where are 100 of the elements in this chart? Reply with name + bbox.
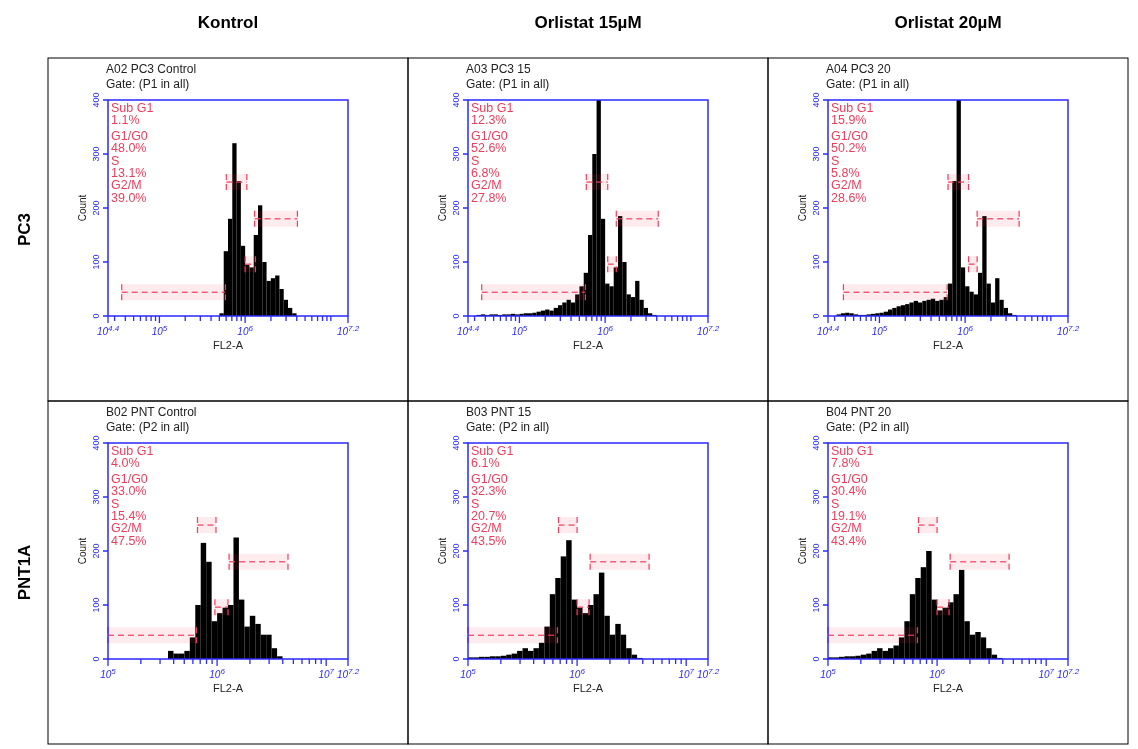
x-axis-title: FL2-A [573, 682, 604, 694]
y-tick-label: 300 [451, 489, 461, 505]
y-tick-label: 400 [91, 92, 101, 108]
y-tick-label: 400 [451, 435, 461, 451]
y-axis-title: Count [797, 194, 808, 222]
y-tick-label: 0 [91, 313, 101, 319]
annotation: 6.1% [471, 456, 500, 471]
chart-title: B04 PNT 20 [826, 405, 892, 419]
annotation: 5.8% [831, 166, 860, 180]
annotation: 4.0% [111, 456, 140, 471]
annotation: 7.8% [831, 456, 860, 471]
x-tick-label: 10$^{5}$ [151, 323, 168, 337]
y-tick-label: 400 [91, 435, 101, 451]
y-tick-label: 0 [811, 313, 821, 319]
annotation: Sub G1 [471, 101, 514, 115]
y-tick-label: 0 [811, 656, 821, 662]
y-axis-title: Count [437, 537, 448, 565]
chart-subtitle: Gate: (P2 in all) [466, 420, 550, 434]
x-axis-title: FL2-A [213, 339, 244, 351]
x-tick-label: 10$^{7.2}$ [696, 666, 720, 680]
annotation: S [831, 153, 840, 168]
y-tick-label: 300 [451, 146, 461, 162]
x-tick-label: 10$^{6}$ [597, 323, 614, 337]
x-axis-title: FL2-A [213, 682, 244, 694]
x-tick-label: 10$^{7.2}$ [1056, 323, 1080, 337]
chart-title: B03 PNT 15 [466, 405, 532, 419]
x-tick-label: 10$^{6}$ [957, 323, 974, 337]
annotation: 47.5% [111, 533, 147, 548]
annotation: 32.3% [471, 484, 507, 499]
x-axis-title: FL2-A [573, 339, 604, 351]
chart-title: A03 PC3 15 [466, 62, 532, 76]
y-tick-label: 0 [91, 656, 101, 662]
text: Orlistat 15µM [534, 13, 642, 32]
annotation: G1/G0 [471, 471, 508, 486]
y-tick-label: 100 [811, 597, 821, 613]
x-tick-label: 10$^{4.4}$ [456, 323, 480, 337]
annotation: G1/G0 [831, 471, 868, 486]
x-tick-label: 10$^{6}$ [237, 323, 254, 337]
annotation: G2/M [471, 178, 502, 193]
annotation: Sub G1 [111, 444, 154, 458]
annotation: 27.8% [471, 190, 507, 205]
annotation: G2/M [471, 521, 502, 536]
x-tick-label: 10$^{7.2}$ [1056, 666, 1080, 680]
annotation: S [471, 153, 480, 168]
x-tick-label: 10$^{5}$ [511, 323, 528, 337]
annotation: 48.0% [111, 141, 147, 156]
y-tick-label: 200 [91, 543, 101, 559]
annotation: 6.8% [471, 166, 500, 180]
annotation: S [471, 496, 480, 511]
y-axis-title: Count [77, 194, 88, 222]
y-tick-label: 200 [811, 543, 821, 559]
annotation: Sub G1 [831, 101, 874, 115]
annotation: G1/G0 [471, 128, 508, 143]
annotation: G2/M [831, 178, 862, 193]
annotation: 15.9% [831, 113, 867, 128]
annotation: 30.4% [831, 484, 867, 499]
annotation: G1/G0 [111, 128, 148, 143]
annotation: 12.3% [471, 113, 507, 128]
y-tick-label: 100 [811, 254, 821, 270]
x-tick-label: 10$^{6}$ [569, 666, 586, 680]
y-tick-label: 300 [91, 146, 101, 162]
y-tick-label: 100 [451, 254, 461, 270]
x-tick-label: 10$^{5}$ [460, 666, 477, 680]
annotation: Sub G1 [831, 444, 874, 458]
annotation: Sub G1 [111, 101, 154, 115]
annotation: 28.6% [831, 190, 867, 205]
y-tick-label: 200 [451, 200, 461, 216]
y-tick-label: 200 [451, 543, 461, 559]
annotation: S [111, 153, 120, 168]
y-tick-label: 300 [91, 489, 101, 505]
chart-subtitle: Gate: (P1 in all) [466, 77, 550, 91]
x-tick-label: 10$^{7.2}$ [336, 323, 360, 337]
y-tick-label: 100 [91, 254, 101, 270]
x-tick-label: 10$^{4.4}$ [96, 323, 120, 337]
y-tick-label: 0 [451, 313, 461, 319]
text: Orlistat 20µM [894, 13, 1002, 32]
x-tick-label: 10$^{5}$ [871, 323, 888, 337]
chart-subtitle: Gate: (P2 in all) [106, 420, 190, 434]
y-tick-label: 200 [91, 200, 101, 216]
annotation: G2/M [111, 521, 142, 536]
x-axis-title: FL2-A [933, 339, 964, 351]
y-tick-label: 0 [451, 656, 461, 662]
annotation: 52.6% [471, 141, 507, 156]
y-tick-label: 400 [451, 92, 461, 108]
annotation: 33.0% [111, 484, 147, 499]
annotation: 20.7% [471, 509, 507, 523]
x-tick-label: 10$^{5}$ [100, 666, 117, 680]
annotation: 19.1% [831, 509, 867, 523]
annotation: 13.1% [111, 166, 147, 180]
annotation: 50.2% [831, 141, 867, 156]
y-tick-label: 300 [811, 146, 821, 162]
y-axis-title: Count [437, 194, 448, 222]
x-tick-label: 10$^{5}$ [820, 666, 837, 680]
x-tick-label: 10$^{7.2}$ [336, 666, 360, 680]
chart-title: A04 PC3 20 [826, 62, 892, 76]
text: Kontrol [197, 13, 259, 32]
y-tick-label: 400 [811, 435, 821, 451]
annotation: 1.1% [111, 113, 140, 128]
annotation: 43.4% [831, 533, 867, 548]
y-axis-title: Count [797, 537, 808, 565]
